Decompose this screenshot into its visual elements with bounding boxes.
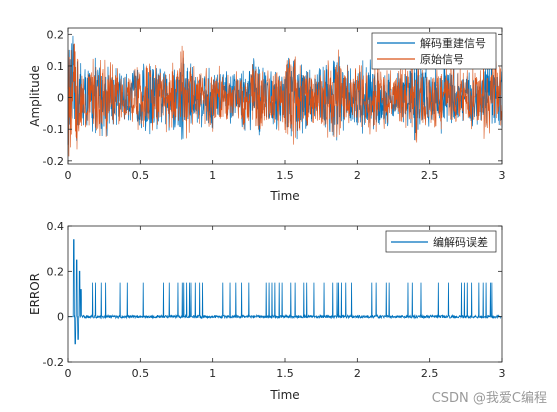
subplot-1: 0 0.5 1 1.5 2 2.5 3 -0.2 -0.1 0 0.1 0.2 Time Amplit… [28,27,506,203]
y-tick-label: 0.2 [47,28,65,41]
x-tick-label: 1.5 [276,367,294,380]
series-line-error [68,239,503,345]
y-tick-label: 0 [57,92,64,105]
signal-series [67,35,503,157]
y-tick-label: 0 [57,311,64,324]
subplot-2: 0 0.5 1 1.5 2 2.5 3-0.200.20.4 Time ERROR 编解码误… [28,220,506,402]
x-tick-label: 0 [65,367,72,380]
y-tick-label: 0.4 [47,220,65,233]
series-line-original [67,43,503,157]
legend-2-box [385,230,497,253]
legend-1: 解码重建信号 原始信号 [371,32,497,70]
axes-1-ticks: 0 0.5 1 1.5 2 2.5 3 -0.2 -0.1 0 0.1 0.2 [43,28,506,182]
x-tick-label: 3 [499,169,506,182]
legend-label-decoded: 解码重建信号 [420,36,486,50]
legend-label-error: 编解码误差 [433,235,488,249]
error-series [68,239,503,345]
x-tick-label: 2.5 [421,169,439,182]
x-tick-label: 0.5 [132,367,150,380]
x-tick-label: 0.5 [132,169,150,182]
x-tick-label: 1.5 [276,169,294,182]
series-line-decoded [67,35,503,145]
legend-label-original: 原始信号 [420,52,464,66]
y-tick-label: 0.2 [47,265,65,278]
x-tick-label: 2 [354,367,361,380]
axes-2-ylabel: ERROR [28,273,42,315]
x-tick-label: 2 [354,169,361,182]
watermark: CSDN @我爱C编程 [431,391,547,406]
x-tick-label: 1 [209,367,216,380]
y-tick-label: -0.1 [43,123,64,136]
axes-1-xlabel: Time [269,189,299,203]
x-tick-label: 2.5 [421,367,439,380]
x-tick-label: 1 [209,169,216,182]
legend-2: 编解码误差 [385,230,497,253]
x-tick-label: 3 [499,367,506,380]
legend-1-box [371,32,497,70]
axes-1-ylabel: Amplitude [28,65,42,127]
y-tick-label: -0.2 [43,155,64,168]
axes-2-xlabel: Time [269,388,299,402]
axes-2-ticks: 0 0.5 1 1.5 2 2.5 3-0.200.20.4 [43,220,506,380]
x-tick-label: 0 [65,169,72,182]
y-tick-label: 0.1 [47,60,65,73]
y-tick-label: -0.2 [43,356,64,369]
